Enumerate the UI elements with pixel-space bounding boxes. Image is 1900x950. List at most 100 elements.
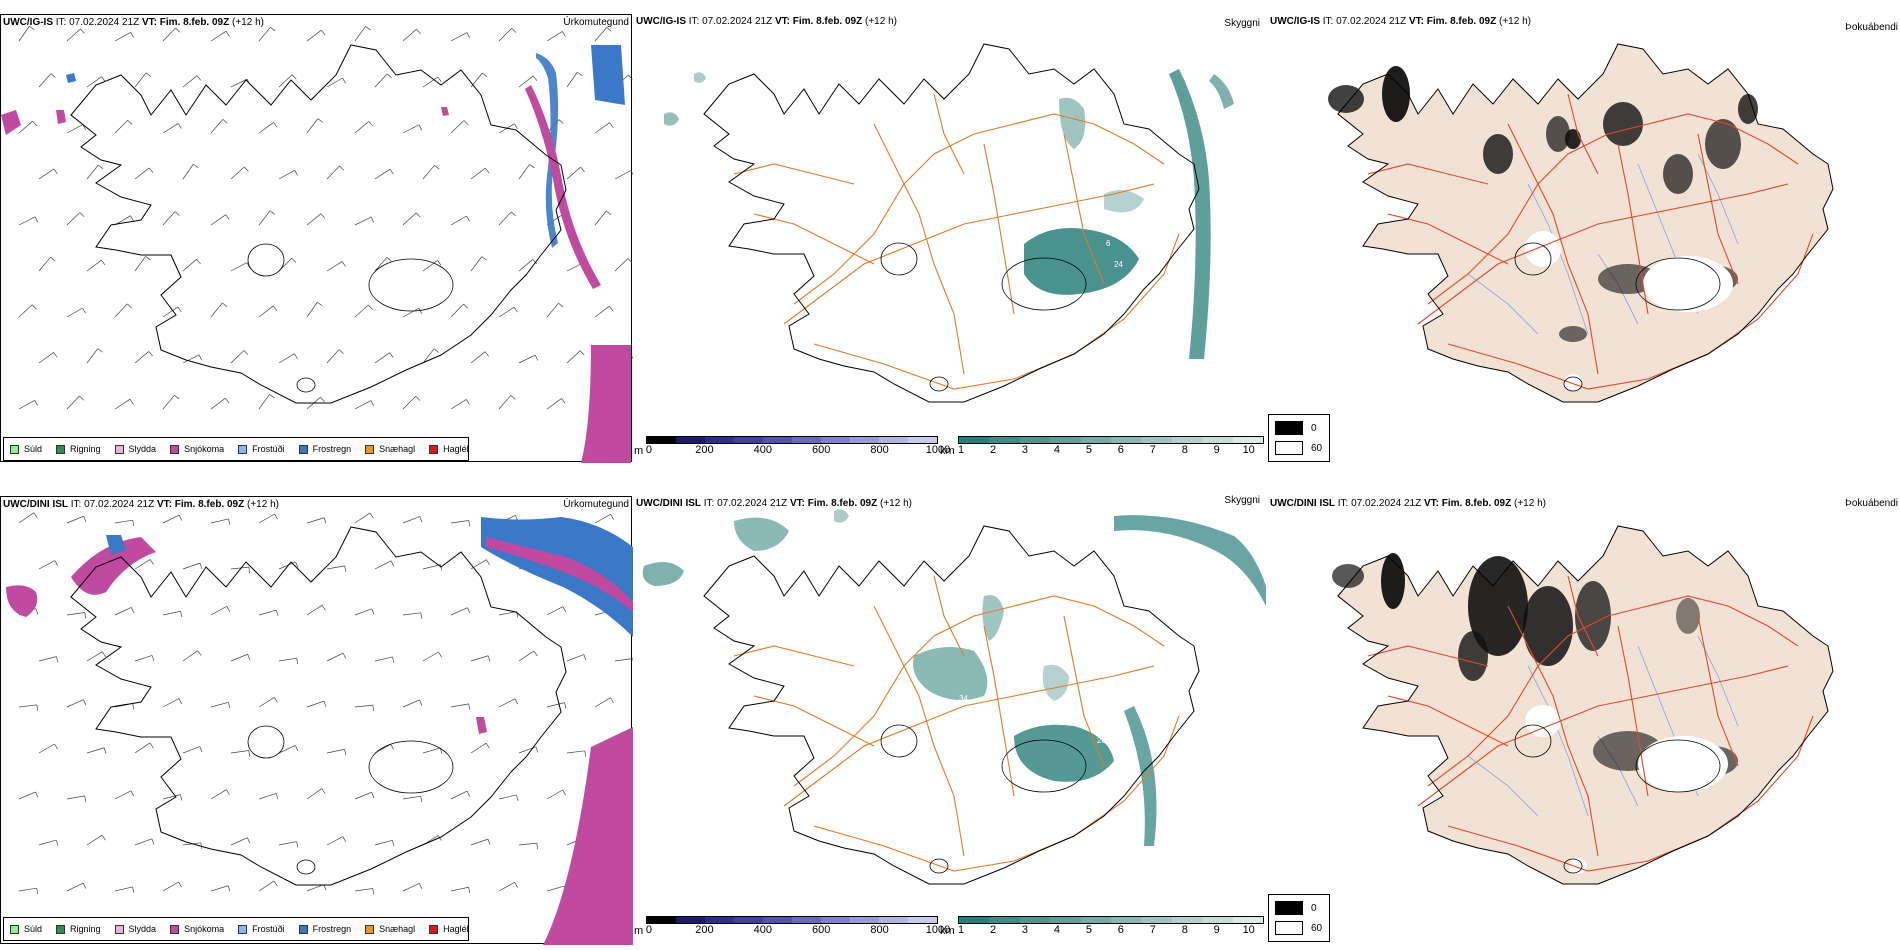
wind-barb-flag — [272, 305, 278, 311]
wind-barb-flag — [606, 27, 612, 32]
river — [1527, 665, 1589, 817]
wind-barb-flag — [370, 400, 375, 407]
legend-swatch — [429, 924, 439, 934]
legend-label: Frostregn — [312, 444, 352, 454]
wind-barb — [498, 211, 512, 226]
glacier-outline — [1563, 858, 1583, 874]
wind-barb — [306, 213, 322, 226]
wind-barb-flag — [225, 214, 230, 220]
fog-holes — [1525, 705, 1728, 874]
wind-barb — [134, 559, 151, 570]
colorbar-cell — [850, 917, 879, 923]
wind-barb — [402, 516, 420, 524]
legend-swatch — [114, 444, 124, 454]
legend-label: Snjókoma — [184, 444, 225, 454]
colorbar-tick-label: 8 — [1181, 444, 1188, 456]
vis-label: 287 — [1097, 736, 1111, 745]
wind-barb — [66, 882, 84, 892]
road — [1367, 645, 1489, 667]
colorbar-tick-label: 7 — [1149, 924, 1156, 936]
wind-barb — [326, 261, 343, 272]
wind-barb-flag — [243, 350, 249, 356]
coastline — [1337, 43, 1834, 403]
glacier-outline — [1001, 739, 1087, 793]
wind-barb — [594, 513, 611, 524]
wind-barb — [66, 307, 83, 318]
wind-barb-flag — [485, 167, 490, 174]
wind-barb — [134, 351, 150, 364]
wind-barb — [402, 124, 420, 134]
wind-barb — [162, 211, 176, 226]
wind-barb — [326, 77, 343, 88]
wind-barb — [18, 216, 36, 226]
wind-barb-flag — [130, 607, 135, 613]
wind-barb — [18, 304, 33, 318]
wind-barb — [258, 394, 270, 410]
wind-barb — [306, 302, 318, 318]
colorbar-cell — [959, 917, 990, 923]
colorbar-tick-label: 2 — [989, 924, 997, 936]
wind-barb-flag — [79, 212, 85, 218]
wind-barb-flag — [36, 704, 38, 711]
legend-swatch — [170, 444, 180, 454]
wind-barb-flag — [103, 747, 107, 754]
wind-barb — [354, 608, 373, 616]
glacier-outline — [1635, 739, 1721, 793]
colorbar-cell — [734, 437, 763, 443]
colorbar-tick-label: 800 — [870, 924, 889, 936]
wind-barb-flag — [83, 516, 87, 522]
iceland-fill — [1338, 526, 1833, 884]
road — [983, 625, 1015, 797]
colorbar-tick-label: 400 — [753, 924, 772, 936]
wind-barb — [306, 788, 322, 800]
wind-barb-flag — [533, 650, 538, 657]
wind-barb — [402, 612, 421, 616]
wind-barb — [422, 348, 435, 364]
precip-legend-item: Frostregn — [298, 924, 351, 934]
wind-barb-flag — [296, 658, 299, 665]
wind-barb — [38, 656, 57, 662]
wind-barb — [422, 260, 438, 272]
iceland-outline — [70, 44, 567, 404]
glacier-outline — [1563, 376, 1583, 392]
precip-legend-item: Haglél — [429, 444, 469, 454]
legend-label: Rigning — [70, 444, 101, 454]
wind-barb — [162, 123, 179, 134]
wind-barb-flag — [484, 351, 490, 357]
wind-barb-flag — [244, 166, 249, 172]
wind-barb — [162, 514, 180, 524]
glacier-outline — [1001, 257, 1087, 311]
colorbar-tick-label: 9 — [1213, 444, 1220, 456]
wind-barb-flag — [418, 124, 423, 131]
wind-barb — [162, 794, 181, 800]
road — [1697, 133, 1739, 285]
wind-barb — [38, 168, 55, 180]
wind-barb — [38, 352, 54, 364]
wind-barb-flag — [32, 120, 37, 126]
wind-barb-flag — [149, 742, 154, 749]
panel-label: Skyggni — [1224, 495, 1260, 506]
wind-barb-flag — [468, 887, 471, 894]
colorbar-cell — [1141, 917, 1172, 923]
legend-label: Haglél — [443, 924, 469, 934]
colorbar-cell — [908, 437, 937, 443]
wind-barb-flag — [228, 518, 231, 525]
precip-legend-item: Frostúði — [238, 924, 285, 934]
precip-legend-item: Haglél — [429, 924, 469, 934]
wind-barb-flag — [392, 656, 395, 663]
colorbar-cell — [908, 917, 937, 923]
wind-barb — [182, 164, 194, 180]
wind-barb — [374, 560, 392, 570]
wind-barb — [326, 748, 345, 754]
wind-barb-flag — [273, 880, 278, 887]
altitude-colorbar: 0 200 400 600 800 1000 m — [634, 916, 950, 937]
river — [1467, 273, 1539, 335]
colorbar-cell — [647, 437, 676, 443]
road — [813, 715, 1180, 872]
wind-barb — [18, 512, 34, 524]
wind-barb-flag — [370, 216, 375, 223]
wind-barb-flag — [269, 210, 276, 215]
wind-barb-flag — [291, 74, 297, 80]
precip-type-map-bottom — [6, 512, 633, 945]
wind-barb — [258, 26, 271, 42]
